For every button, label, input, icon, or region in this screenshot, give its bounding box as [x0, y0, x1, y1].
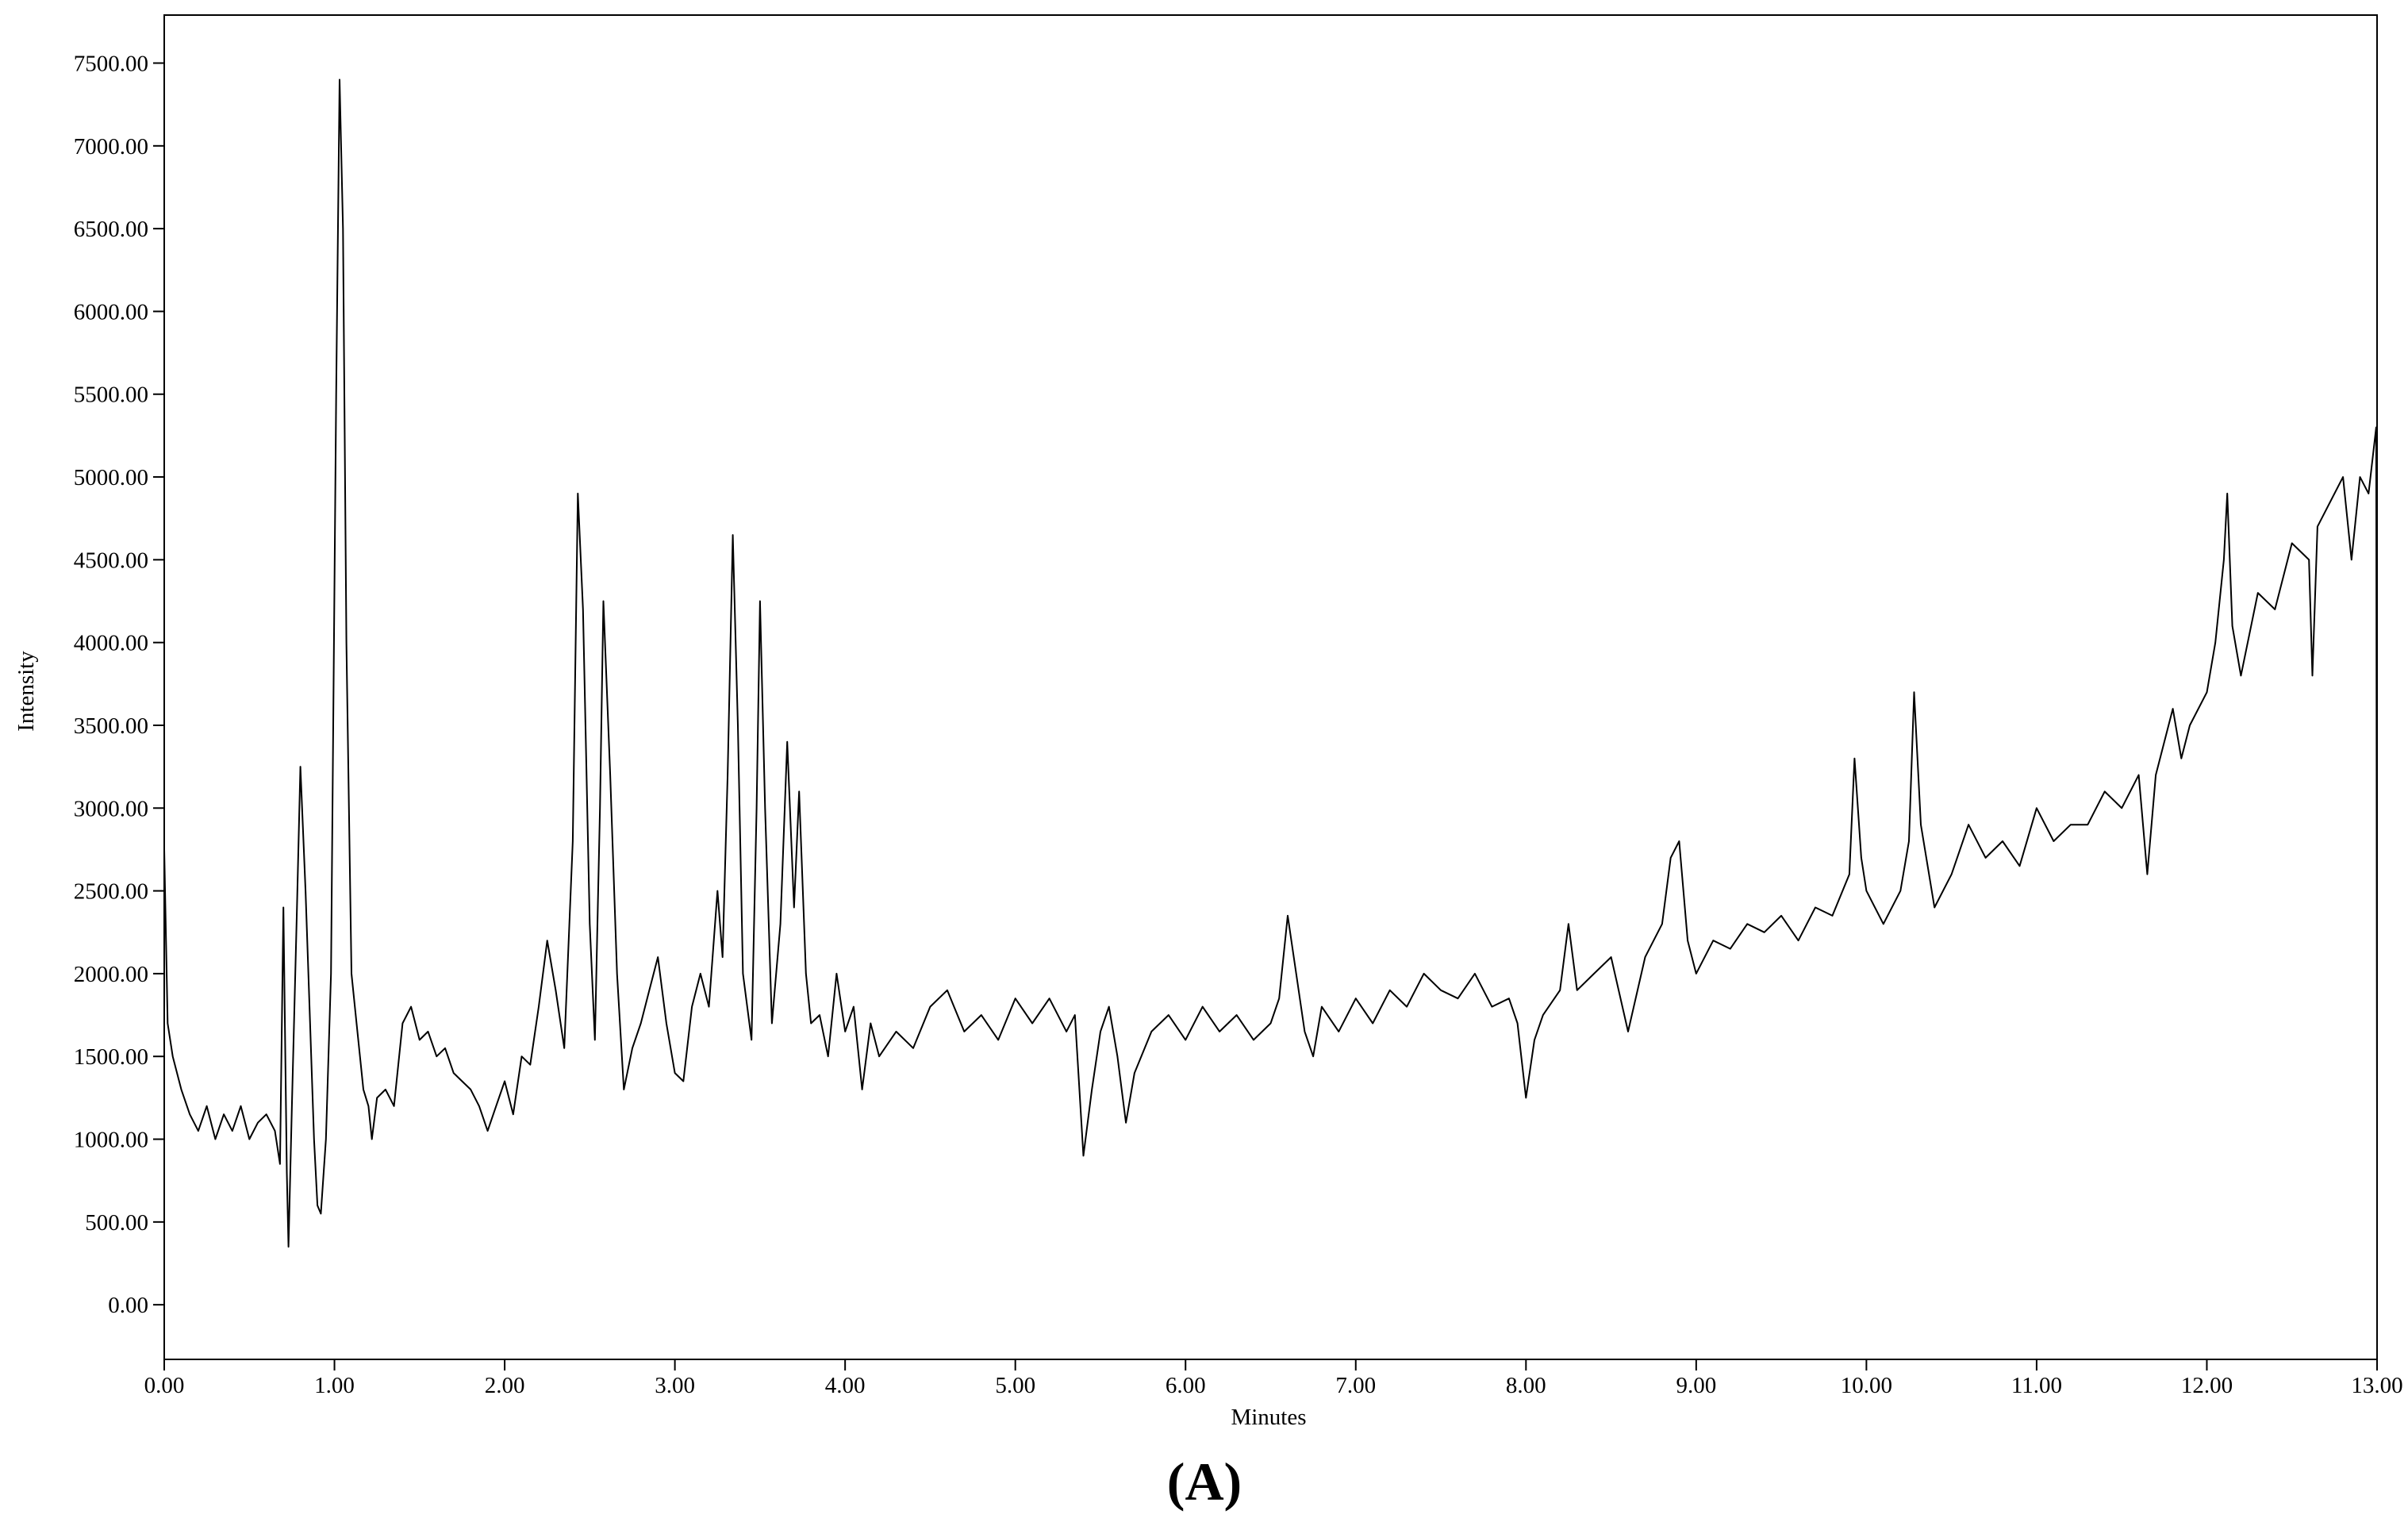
y-tick-label: 3500.00 — [74, 713, 148, 739]
x-tick-label: 10.00 — [1841, 1373, 1892, 1398]
y-tick-label: 500.00 — [85, 1210, 148, 1236]
y-tick-label: 7000.00 — [74, 134, 148, 160]
x-tick-label: 13.00 — [2351, 1373, 2402, 1398]
x-tick-label: 6.00 — [1166, 1373, 1206, 1398]
x-tick-label: 3.00 — [655, 1373, 695, 1398]
x-tick-label: 11.00 — [2011, 1373, 2062, 1398]
x-tick-label: 0.00 — [144, 1373, 185, 1398]
y-tick-label: 4000.00 — [74, 631, 148, 656]
x-tick-label: 4.00 — [825, 1373, 866, 1398]
signal-line — [163, 79, 2378, 1248]
y-tick-label: 4500.00 — [74, 548, 148, 573]
x-tick-label: 1.00 — [314, 1373, 355, 1398]
x-tick-label: 2.00 — [485, 1373, 525, 1398]
caption: (A) — [1167, 1451, 1242, 1512]
x-axis-title: Minutes — [1231, 1405, 1306, 1430]
x-tick-label: 7.00 — [1335, 1373, 1376, 1398]
x-tick-label: 5.00 — [995, 1373, 1035, 1398]
y-tick-label: 1000.00 — [74, 1128, 148, 1153]
y-tick-label: 2500.00 — [74, 879, 148, 905]
y-tick-label: 6000.00 — [74, 299, 148, 325]
y-tick-label: 2000.00 — [74, 962, 148, 987]
y-tick-label: 7500.00 — [74, 52, 148, 77]
y-tick-label: 0.00 — [108, 1293, 148, 1318]
x-tick-label: 8.00 — [1506, 1373, 1546, 1398]
y-tick-label: 3000.00 — [74, 796, 148, 821]
y-axis-title: Intensity — [13, 651, 39, 732]
y-tick-label: 5000.00 — [74, 465, 148, 490]
y-tick-label: 1500.00 — [74, 1044, 148, 1070]
y-tick-label: 6500.00 — [74, 217, 148, 242]
x-tick-label: 9.00 — [1676, 1373, 1716, 1398]
y-tick-label: 5500.00 — [74, 382, 148, 408]
x-tick-label: 12.00 — [2181, 1373, 2233, 1398]
plot-frame — [163, 14, 2378, 1360]
